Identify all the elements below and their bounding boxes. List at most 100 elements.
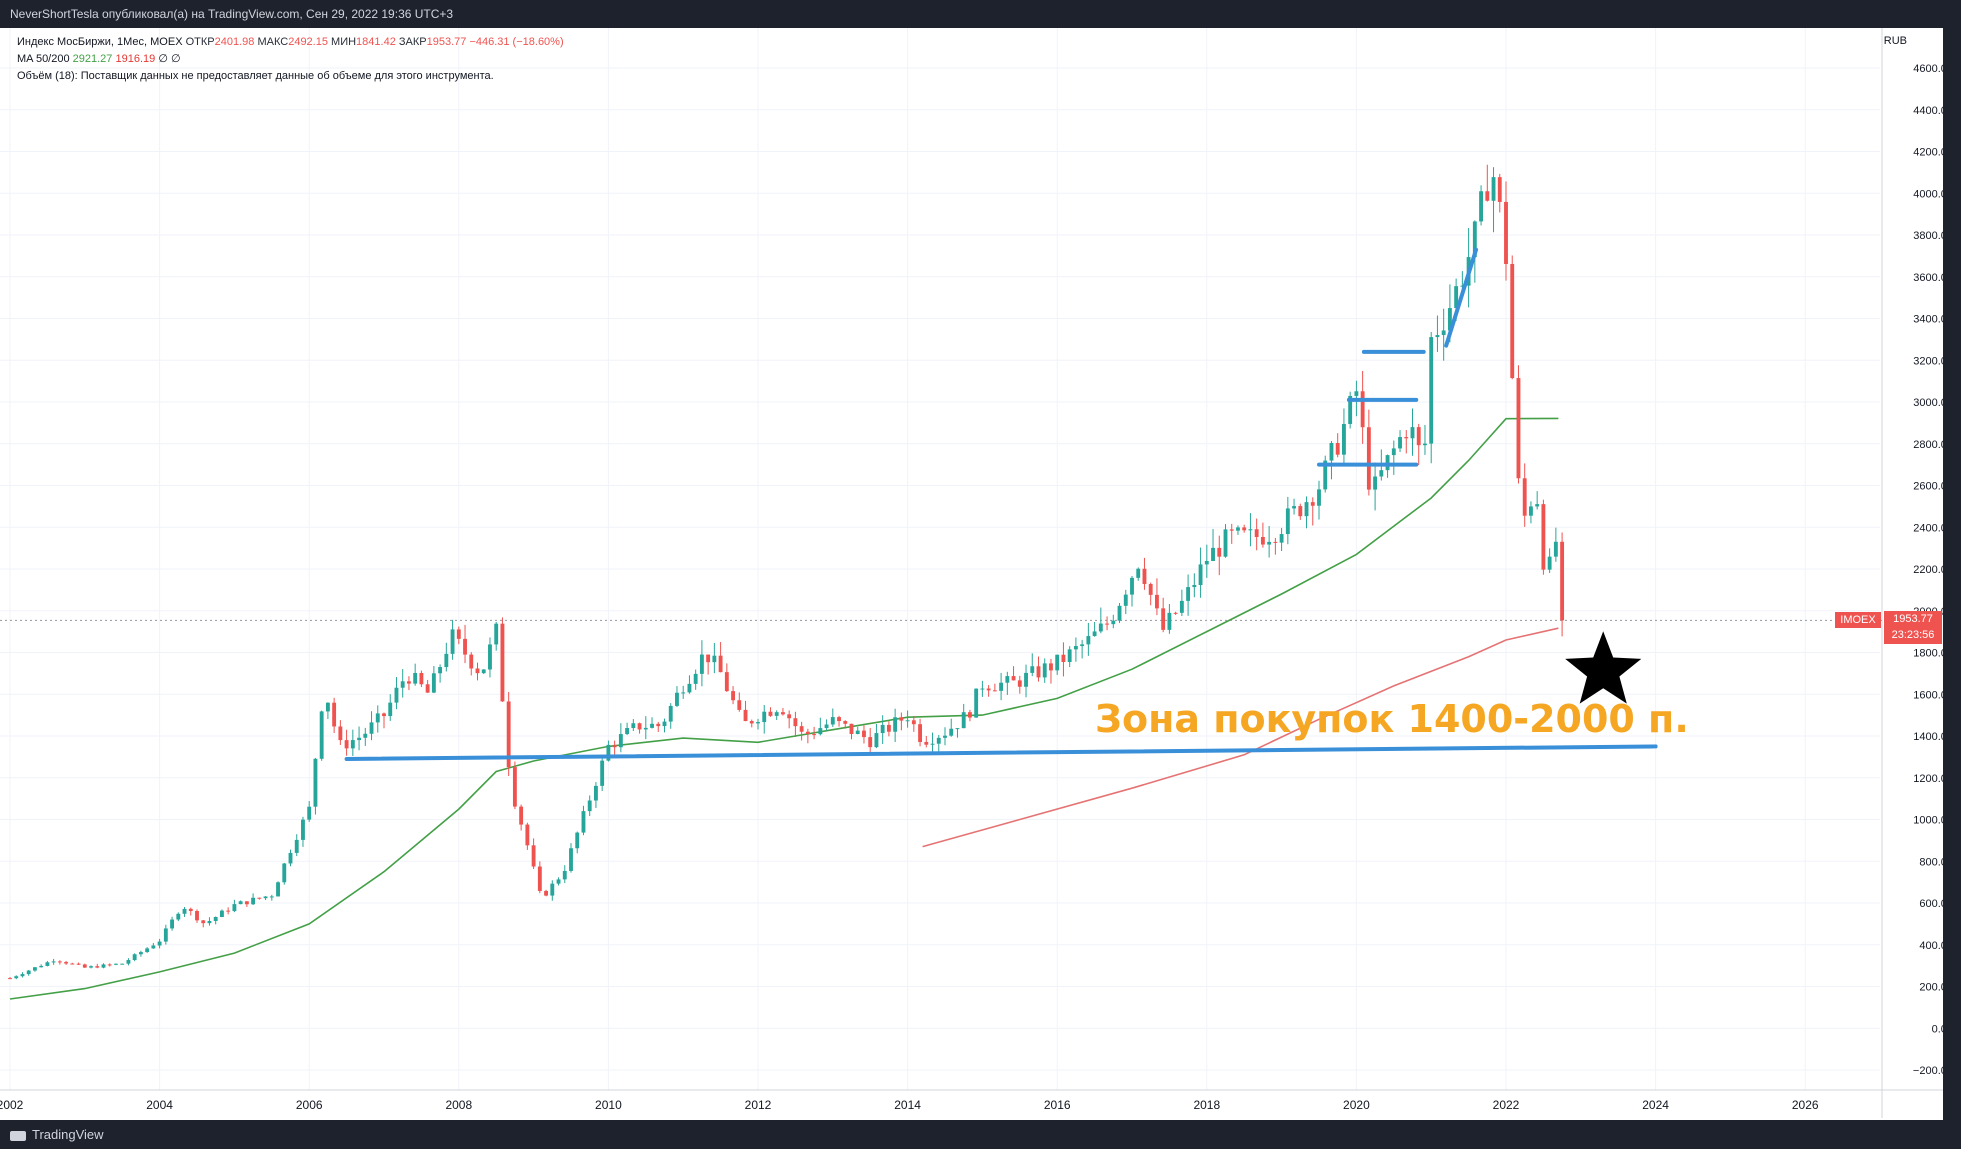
open-label: ОТКР <box>185 36 215 48</box>
high-label: МАКС <box>257 36 289 48</box>
candle-body <box>799 726 804 732</box>
candle-body <box>450 629 455 654</box>
candle-body <box>70 963 75 965</box>
candle-body <box>762 711 767 723</box>
candle-body <box>600 760 605 786</box>
candle-body <box>1348 395 1353 424</box>
candle-body <box>731 691 735 701</box>
candle-body <box>606 744 611 761</box>
candle-body <box>475 668 480 674</box>
candle-body <box>51 961 56 963</box>
candle-body <box>1435 335 1440 338</box>
candle-body <box>974 688 979 718</box>
price-tick-label: 2600.00 <box>1913 481 1943 493</box>
candle-body <box>824 724 829 729</box>
candle-body <box>1086 636 1091 645</box>
candle-body <box>238 901 243 905</box>
candle-body <box>313 758 318 807</box>
candle-body <box>637 723 642 730</box>
price-tick-label: 4600.00 <box>1913 63 1943 75</box>
candle-body <box>288 852 293 864</box>
tradingview-logo-icon <box>10 1130 26 1141</box>
candle-body <box>1167 612 1172 630</box>
candle-body <box>855 730 860 734</box>
candle-body <box>1304 502 1309 517</box>
candle-body <box>874 733 879 748</box>
candles <box>8 164 1565 980</box>
price-tick-label: 0.00 <box>1932 1023 1943 1035</box>
price-chart[interactable]: −200.00 0.00 200.00 400.00 600.00 800.00 1000.… <box>0 28 1943 1120</box>
time-tick-label: 2024 <box>1642 1098 1669 1112</box>
candle-body <box>768 711 773 716</box>
candle-body <box>1223 529 1228 557</box>
low-label: МИН <box>331 36 357 48</box>
candle-body <box>456 629 461 639</box>
ma-label: MA 50/200 <box>17 53 70 65</box>
candle-body <box>1173 612 1178 614</box>
candle-body <box>1148 583 1153 595</box>
candle-body <box>712 655 717 663</box>
close-label: ЗАКР <box>398 36 427 48</box>
candle-body <box>1254 529 1259 537</box>
candle-body <box>1398 437 1402 449</box>
time-tick-label: 2010 <box>595 1098 622 1112</box>
candle-body <box>145 948 150 953</box>
open-value: 2401.98 <box>214 36 255 48</box>
candle-body <box>1073 646 1078 650</box>
time-tick-label: 2020 <box>1343 1098 1370 1112</box>
candle-body <box>1186 587 1191 601</box>
candle-body <box>662 721 667 727</box>
time-tick-label: 2008 <box>445 1098 472 1112</box>
candle-body <box>1242 527 1247 531</box>
candle-body <box>1017 680 1022 687</box>
candle-body <box>569 848 573 871</box>
candle-body <box>556 879 561 884</box>
candle-body <box>1454 286 1459 309</box>
candle-body <box>787 714 792 719</box>
price-tick-label: 1200.00 <box>1913 773 1943 785</box>
candle-body <box>1310 502 1315 506</box>
candle-body <box>650 723 654 728</box>
price-tick-label: 4400.00 <box>1913 105 1943 117</box>
candle-body <box>263 896 268 899</box>
candle-body <box>1379 470 1384 477</box>
candle-body <box>431 673 436 693</box>
candle-body <box>1117 605 1122 621</box>
candle-body <box>26 970 31 975</box>
candle-body <box>126 960 131 964</box>
candle-body <box>382 713 386 717</box>
candle-body <box>1049 663 1053 671</box>
time-tick-label: 2026 <box>1792 1098 1819 1112</box>
candle-body <box>936 737 941 744</box>
candle-body <box>1342 423 1346 455</box>
candle-body <box>8 978 12 980</box>
candle-body <box>1273 541 1278 543</box>
candle-body <box>905 720 910 722</box>
price-tick-label: 800.00 <box>1919 856 1943 868</box>
price-tick-label: 1600.00 <box>1913 689 1943 701</box>
candle-body <box>1080 644 1085 647</box>
candle-body <box>706 654 711 663</box>
candle-body <box>1229 529 1234 531</box>
price-tick-label: 600.00 <box>1919 898 1943 910</box>
candle-body <box>39 965 44 968</box>
candle-body <box>20 974 25 977</box>
candle-body <box>363 733 368 738</box>
candle-body <box>1211 547 1215 561</box>
candle-body <box>992 690 997 692</box>
candle-body <box>612 744 617 748</box>
candle-body <box>1391 448 1396 456</box>
candle-body <box>943 735 947 738</box>
candle-body <box>668 705 673 722</box>
candle-body <box>232 904 237 912</box>
publish-info: NeverShortTesla опубликовал(а) на Tradin… <box>10 7 454 21</box>
candle-body <box>1292 506 1296 509</box>
candle-body <box>886 724 891 732</box>
candle-body <box>862 730 866 738</box>
candle-body <box>999 682 1004 691</box>
candle-body <box>151 945 156 949</box>
star-marker <box>1565 631 1642 704</box>
candle-body <box>182 908 187 914</box>
candle-body <box>625 728 630 735</box>
